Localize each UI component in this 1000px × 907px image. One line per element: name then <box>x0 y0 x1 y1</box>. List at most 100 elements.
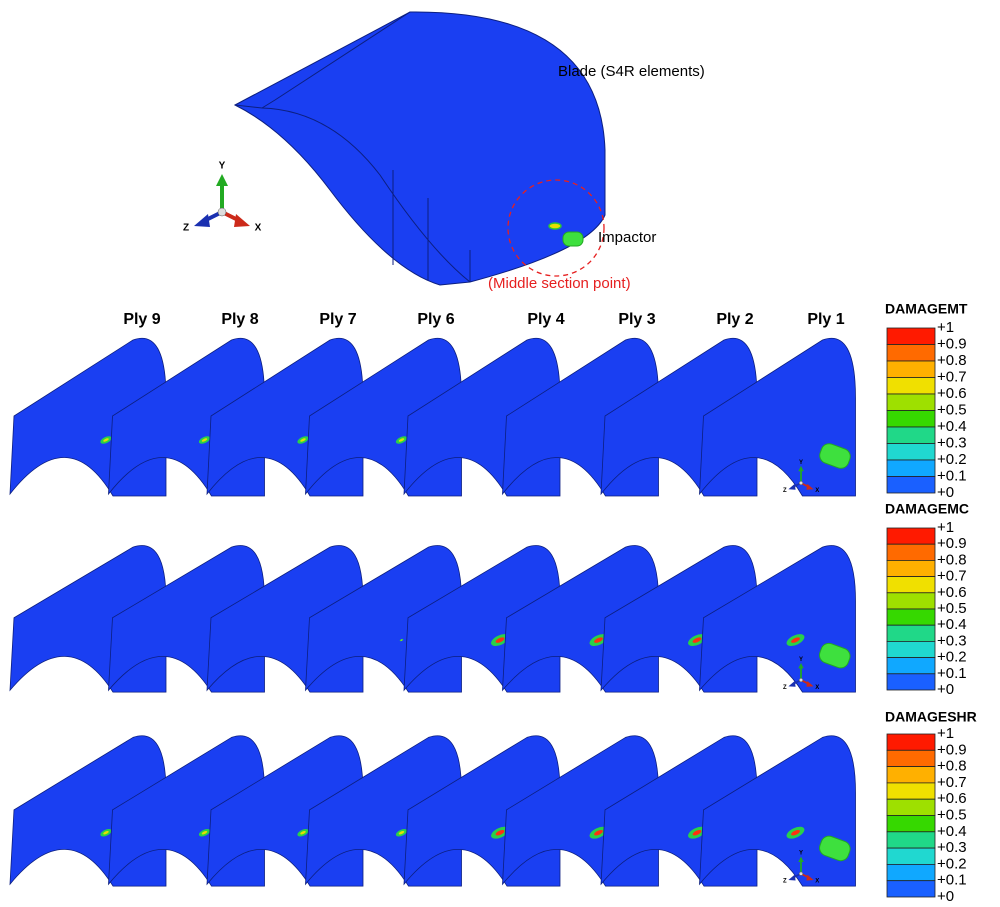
damage-spot <box>549 223 561 229</box>
ply-label: Ply 9 <box>123 311 160 328</box>
legend-band <box>887 832 935 848</box>
axis-label: X <box>255 223 262 234</box>
legend-label: +1 <box>937 519 954 536</box>
legend-label: +0.3 <box>937 839 967 856</box>
ply-label: Ply 6 <box>417 311 454 328</box>
legend-band <box>887 361 935 378</box>
legend-label: +0 <box>937 888 954 905</box>
ply-label: Ply 3 <box>618 311 655 328</box>
legend-band <box>887 767 935 783</box>
legend-band <box>887 444 935 461</box>
legend-band <box>887 345 935 362</box>
legend-label: +0.7 <box>937 368 967 385</box>
ply-label: Ply 4 <box>527 311 564 328</box>
axis-head <box>788 875 795 881</box>
figure: Blade (S4R elements) Impactor (Middle se… <box>0 0 1000 907</box>
axis-origin <box>218 208 226 216</box>
legend-band <box>887 734 935 750</box>
legend-band <box>887 848 935 864</box>
legend-label: +0.4 <box>937 418 967 435</box>
legend-label: +0.7 <box>937 774 967 791</box>
legend-label: +0.9 <box>937 535 967 552</box>
axis-origin <box>799 481 803 485</box>
blade-label: Blade (S4R elements) <box>558 63 705 80</box>
legend-label: +0.3 <box>937 632 967 649</box>
legend-band <box>887 411 935 428</box>
legend-label: +0.8 <box>937 352 967 369</box>
legend-band <box>887 750 935 766</box>
axis-head <box>234 214 250 227</box>
legend-band <box>887 477 935 494</box>
legend-label: +0.6 <box>937 790 967 807</box>
legend-band <box>887 864 935 880</box>
axis-origin <box>799 678 803 682</box>
legend-label: +0.8 <box>937 758 967 775</box>
impactor-label: Impactor <box>598 229 656 246</box>
ply-label: Ply 7 <box>319 311 356 328</box>
axis-origin <box>799 872 803 876</box>
legend-band <box>887 783 935 799</box>
legend-band <box>887 544 935 560</box>
axis-label: Y <box>799 460 803 466</box>
blade-shape <box>235 12 605 285</box>
section-label: (Middle section point) <box>488 275 631 292</box>
axis-head <box>216 174 228 186</box>
ply-label: Ply 8 <box>221 311 258 328</box>
legend-band <box>887 625 935 641</box>
axis-label: Y <box>799 657 803 663</box>
legend-label: +0.1 <box>937 872 967 889</box>
axis-label: Y <box>219 161 226 172</box>
axis-label: X <box>815 685 819 691</box>
legend-band <box>887 378 935 395</box>
axis-label: Z <box>783 685 787 691</box>
axis-head <box>788 484 795 490</box>
legend-title: DAMAGEMT <box>885 301 968 317</box>
legend-title: DAMAGEMC <box>885 501 969 517</box>
legend-label: +0.6 <box>937 584 967 601</box>
axis-head <box>194 214 210 227</box>
legend-label: +0 <box>937 681 954 698</box>
legend-title: DAMAGESHR <box>885 709 977 725</box>
axis-label: X <box>815 878 819 884</box>
legend-label: +0.8 <box>937 551 967 568</box>
legend-label: +0.1 <box>937 467 967 484</box>
legend-label: +0.9 <box>937 335 967 352</box>
legend-band <box>887 593 935 609</box>
legend-band <box>887 609 935 625</box>
legend-label: +0.3 <box>937 434 967 451</box>
legend-label: +0.6 <box>937 385 967 402</box>
legend-label: +0.9 <box>937 741 967 758</box>
legend-band <box>887 328 935 345</box>
legend-band <box>887 641 935 657</box>
legend-label: +1 <box>937 319 954 336</box>
legend-band <box>887 881 935 897</box>
legend-label: +0 <box>937 484 954 501</box>
legend-label: +0.2 <box>937 451 967 468</box>
legend-label: +0.5 <box>937 806 967 823</box>
axis-label: Z <box>183 223 189 234</box>
ply-label: Ply 2 <box>716 311 753 328</box>
legend-band <box>887 816 935 832</box>
legend-band <box>887 460 935 477</box>
legend-band <box>887 560 935 576</box>
legend-band <box>887 577 935 593</box>
legend-label: +0.5 <box>937 600 967 617</box>
axis-head <box>788 681 795 687</box>
legend-band <box>887 674 935 690</box>
legend-label: +0.5 <box>937 401 967 418</box>
axis-label: Z <box>783 488 787 494</box>
legend-label: +0.1 <box>937 665 967 682</box>
impactor <box>563 232 583 246</box>
ply-label: Ply 1 <box>807 311 844 328</box>
legend-band <box>887 528 935 544</box>
legend-label: +1 <box>937 725 954 742</box>
legend-label: +0.2 <box>937 649 967 666</box>
legend-label: +0.4 <box>937 616 967 633</box>
legend-label: +0.7 <box>937 568 967 585</box>
legend-band <box>887 427 935 444</box>
axis-label: Z <box>783 878 787 884</box>
legend-band <box>887 799 935 815</box>
axis-label: Y <box>799 851 803 857</box>
legend-band <box>887 394 935 411</box>
axis-label: X <box>815 488 819 494</box>
